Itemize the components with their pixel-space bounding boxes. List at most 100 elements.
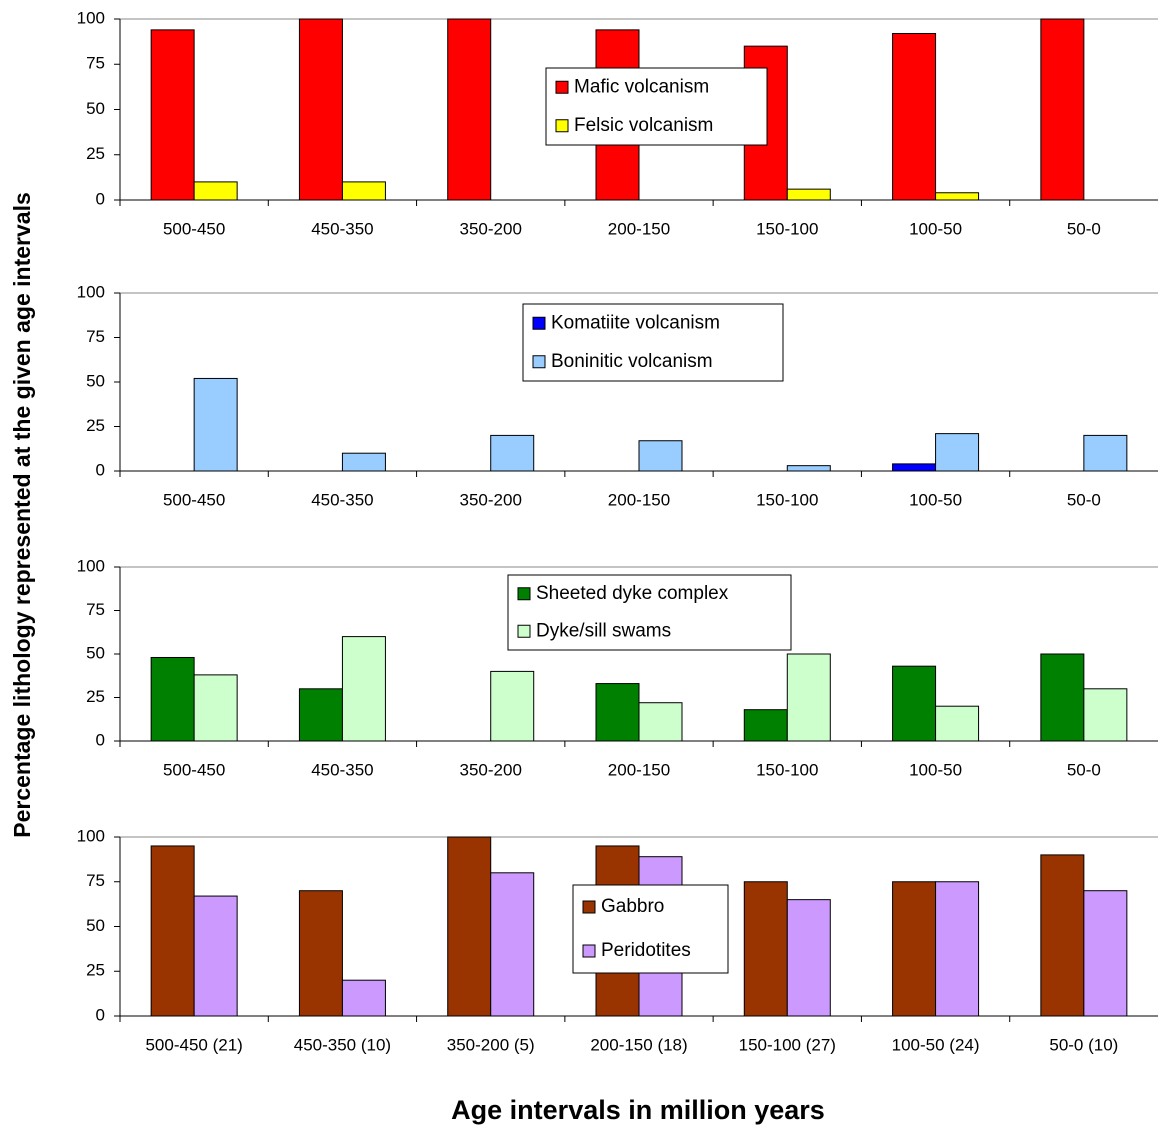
- bar: [447, 18, 492, 201]
- legend-swatch: [517, 624, 531, 638]
- bar: [341, 181, 386, 201]
- legend-swatch: [555, 119, 569, 133]
- bar: [150, 845, 195, 1017]
- x-tick-label: 350-200 (5): [447, 1035, 535, 1054]
- y-tick-label: 50: [86, 916, 105, 935]
- y-tick-label: 25: [86, 144, 105, 163]
- y-tick-label: 0: [96, 730, 105, 749]
- x-tick-label: 150-100: [756, 219, 818, 238]
- bar: [638, 440, 683, 472]
- legend-label: Dyke/sill swams: [536, 620, 671, 641]
- y-axis-title: Percentage lithology represented at the …: [9, 192, 35, 837]
- x-tick-label: 500-450 (21): [145, 1035, 242, 1054]
- legend-swatch: [532, 355, 546, 369]
- bar: [935, 433, 980, 472]
- bar: [1083, 890, 1128, 1017]
- x-tick-label: 500-450: [163, 219, 225, 238]
- x-tick-label: 350-200: [460, 760, 522, 779]
- y-tick-label: 25: [86, 961, 105, 980]
- y-tick-label: 50: [86, 371, 105, 390]
- y-tick-label: 75: [86, 54, 105, 73]
- y-tick-label: 0: [96, 1005, 105, 1024]
- x-tick-label: 100-50 (24): [892, 1035, 980, 1054]
- y-tick-label: 100: [77, 556, 105, 575]
- x-tick-label: 100-50: [909, 760, 962, 779]
- bar: [341, 452, 386, 472]
- bar: [935, 705, 980, 742]
- bar: [193, 674, 238, 742]
- x-tick-label: 150-100: [756, 490, 818, 509]
- bar: [892, 665, 937, 742]
- bar: [786, 465, 831, 472]
- bar: [892, 881, 937, 1017]
- x-tick-label: 100-50: [909, 219, 962, 238]
- bar: [1040, 653, 1085, 742]
- legend-label: Sheeted dyke complex: [536, 583, 729, 604]
- x-tick-label: 200-150: [608, 490, 670, 509]
- y-tick-label: 0: [96, 460, 105, 479]
- x-tick-label: 350-200: [460, 490, 522, 509]
- bar: [892, 463, 937, 472]
- bar: [743, 881, 788, 1017]
- legend: [545, 67, 768, 146]
- legend-label: Komatiite volcanism: [551, 312, 720, 333]
- x-tick-label: 350-200: [460, 219, 522, 238]
- x-tick-label: 50-0: [1067, 760, 1101, 779]
- x-tick-label: 50-0: [1067, 219, 1101, 238]
- y-tick-label: 25: [86, 416, 105, 435]
- x-tick-label: 450-350: [311, 490, 373, 509]
- bar: [595, 683, 640, 742]
- x-tick-label: 100-50: [909, 490, 962, 509]
- bar: [150, 29, 195, 201]
- bar: [193, 181, 238, 201]
- bar: [341, 636, 386, 742]
- bar: [1040, 18, 1085, 201]
- bar: [298, 890, 343, 1017]
- bar: [193, 377, 238, 472]
- legend: [507, 574, 792, 651]
- bar: [743, 709, 788, 742]
- legend-swatch: [555, 80, 569, 94]
- y-tick-label: 75: [86, 600, 105, 619]
- y-tick-label: 25: [86, 687, 105, 706]
- x-tick-label: 500-450: [163, 490, 225, 509]
- bar: [786, 899, 831, 1017]
- legend-swatch: [532, 316, 546, 330]
- legend-label: Felsic volcanism: [574, 115, 713, 136]
- legend-swatch: [582, 944, 596, 958]
- x-tick-label: 200-150: [608, 760, 670, 779]
- bar: [786, 188, 831, 201]
- bar: [447, 836, 492, 1017]
- bar: [490, 670, 535, 742]
- y-tick-label: 100: [77, 282, 105, 301]
- x-tick-label: 200-150 (18): [590, 1035, 687, 1054]
- bar: [786, 653, 831, 742]
- bar: [1040, 854, 1085, 1017]
- x-tick-label: 50-0: [1067, 490, 1101, 509]
- legend-swatch: [582, 900, 596, 914]
- legend: [572, 884, 729, 974]
- y-tick-label: 75: [86, 871, 105, 890]
- bar: [341, 979, 386, 1017]
- y-tick-label: 100: [77, 826, 105, 845]
- y-tick-label: 75: [86, 327, 105, 346]
- x-tick-label: 200-150: [608, 219, 670, 238]
- x-tick-label: 450-350: [311, 760, 373, 779]
- bar: [490, 434, 535, 472]
- x-tick-label: 150-100: [756, 760, 818, 779]
- x-tick-label: 500-450: [163, 760, 225, 779]
- legend-label: Mafic volcanism: [574, 76, 709, 97]
- x-tick-label: 450-350: [311, 219, 373, 238]
- bar: [150, 656, 195, 742]
- legend-label: Peridotites: [601, 940, 691, 961]
- legend-swatch: [517, 587, 531, 601]
- bar: [298, 18, 343, 201]
- bar: [935, 881, 980, 1017]
- x-tick-label: 150-100 (27): [739, 1035, 836, 1054]
- bar: [298, 688, 343, 742]
- bar: [193, 895, 238, 1017]
- x-tick-label: 50-0 (10): [1049, 1035, 1118, 1054]
- bar: [490, 872, 535, 1017]
